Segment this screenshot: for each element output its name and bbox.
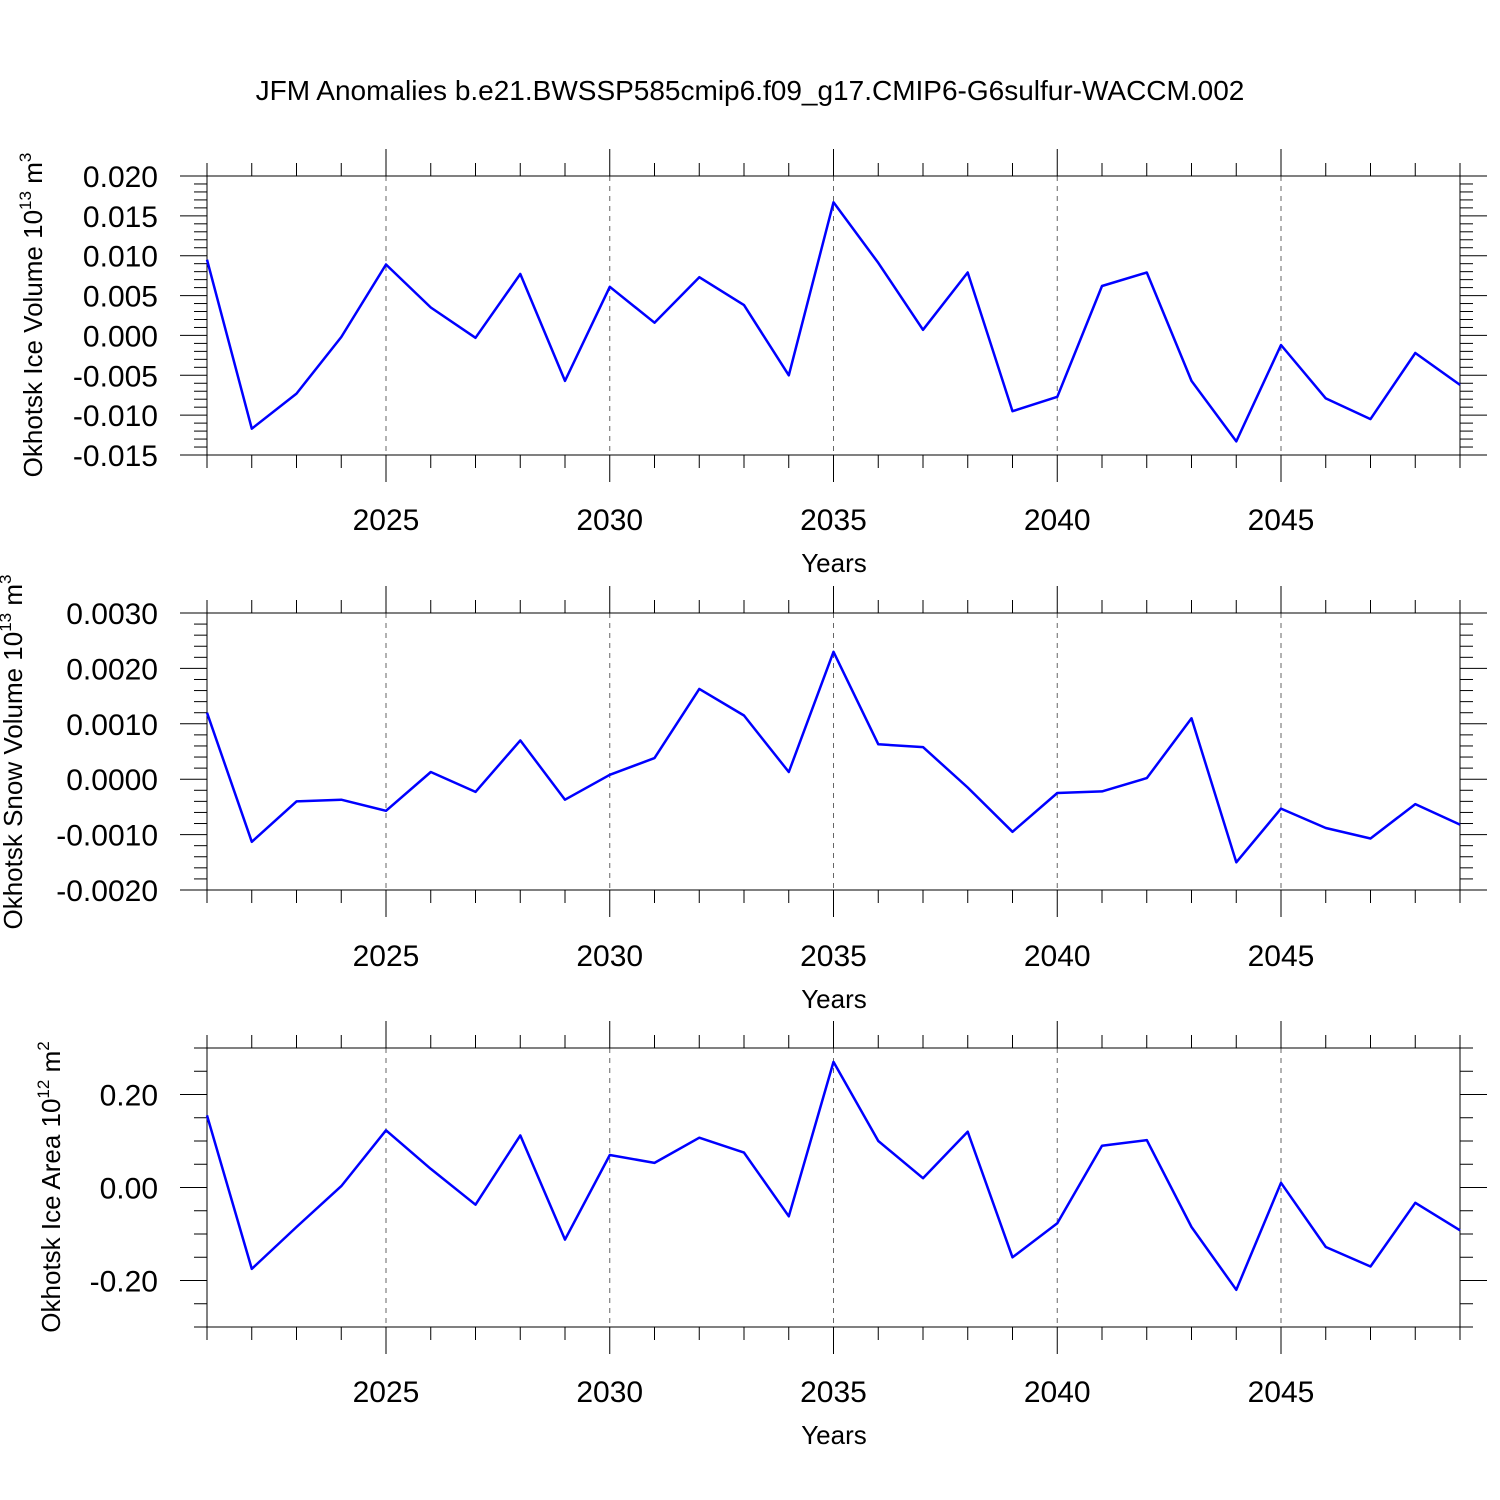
y-tick-label: -0.015 <box>73 440 158 473</box>
y-tick-label: -0.005 <box>73 360 158 393</box>
x-tick-label: 2030 <box>576 504 643 537</box>
y-tick-label: -0.0010 <box>56 820 158 853</box>
x-axis-label: Years <box>801 984 867 1014</box>
chart-title: JFM Anomalies b.e21.BWSSP585cmip6.f09_g1… <box>256 75 1245 106</box>
y-axis-label: Okhotsk Ice Area 1012 m2 <box>34 1041 66 1332</box>
x-tick-label: 2040 <box>1024 940 1091 973</box>
x-tick-label: 2040 <box>1024 504 1091 537</box>
y-tick-label: 0.0000 <box>66 764 158 797</box>
panel-1: -0.015 -0.010 -0.005 0.000 0.005 0.010 0.015 0.… <box>16 149 1487 578</box>
x-tick-label: 2025 <box>353 940 420 973</box>
x-tick-label: 2030 <box>576 1376 643 1409</box>
y-tick-label: 0.005 <box>83 281 158 314</box>
y-tick-label: 0.0020 <box>66 653 158 686</box>
x-tick-label: 2025 <box>353 504 420 537</box>
x-tick-label: 2040 <box>1024 1376 1091 1409</box>
panel-2: -0.0020 -0.0010 0.0000 0.0010 0.0020 0.0030 20… <box>0 575 1487 1015</box>
x-tick-label: 2030 <box>576 940 643 973</box>
panel-3: -0.20 0.00 0.20 2025 2030 2035 2040 2045 Years Ok… <box>34 1021 1487 1450</box>
y-tick-label: -0.20 <box>90 1266 158 1299</box>
y-tick-label: 0.0030 <box>66 598 158 631</box>
y-tick-label: 0.00 <box>100 1173 158 1206</box>
y-tick-label: 0.020 <box>83 161 158 194</box>
y-tick-label: 0.0010 <box>66 709 158 742</box>
x-tick-label: 2035 <box>800 1376 867 1409</box>
x-axis-label: Years <box>801 548 867 578</box>
y-axis-label: Okhotsk Ice Volume 1013 m3 <box>16 153 48 478</box>
y-tick-label: 0.20 <box>100 1080 158 1113</box>
x-tick-label: 2035 <box>800 504 867 537</box>
y-tick-label: -0.0020 <box>56 875 158 908</box>
y-tick-label: -0.010 <box>73 400 158 433</box>
x-tick-label: 2045 <box>1248 940 1315 973</box>
x-tick-label: 2035 <box>800 940 867 973</box>
y-tick-label: 0.010 <box>83 241 158 274</box>
x-axis-label: Years <box>801 1420 867 1450</box>
series-line <box>207 1062 1460 1290</box>
y-tick-label: 0.000 <box>83 320 158 353</box>
x-tick-label: 2045 <box>1248 504 1315 537</box>
y-tick-label: 0.015 <box>83 201 158 234</box>
x-tick-label: 2025 <box>353 1376 420 1409</box>
x-tick-label: 2045 <box>1248 1376 1315 1409</box>
y-axis-label: Okhotsk Snow Volume 1013 m3 <box>0 575 28 930</box>
